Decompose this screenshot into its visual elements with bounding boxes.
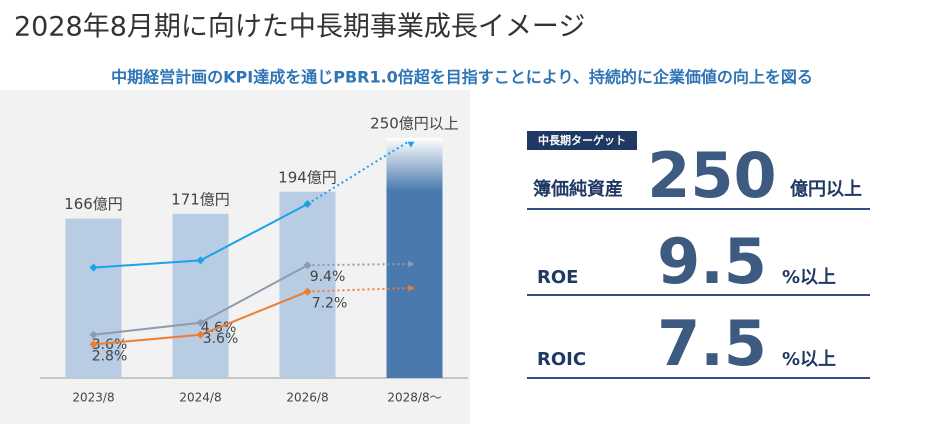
badge-label: 中長期ターゲット bbox=[538, 133, 626, 147]
x-tick-label: 2024/8 bbox=[179, 391, 221, 405]
target-value: 250 bbox=[647, 139, 776, 212]
bar-value-label: 250億円以上 bbox=[370, 115, 459, 133]
target-line bbox=[307, 263, 409, 267]
point bbox=[89, 340, 98, 349]
point-label: 3.6% bbox=[203, 331, 239, 347]
bar bbox=[279, 191, 336, 378]
subtitle: 中期経営計画のKPI達成を通じPBR1.0倍超を目指すことにより、持続的に企業価… bbox=[111, 68, 813, 87]
target-value: 7.5 bbox=[657, 307, 767, 380]
x-tick-label: 2028/8～ bbox=[387, 391, 441, 405]
point-label: 7.2% bbox=[312, 296, 348, 312]
arrow-head bbox=[408, 284, 415, 292]
x-tick-label: 2026/8 bbox=[286, 391, 328, 405]
target-name: 簿価純資産 bbox=[533, 178, 623, 200]
point bbox=[303, 287, 312, 296]
point bbox=[89, 330, 98, 339]
point-label: 2.8% bbox=[92, 348, 128, 364]
point bbox=[196, 256, 205, 265]
point-label: 9.4% bbox=[310, 269, 346, 285]
badge bbox=[527, 131, 637, 150]
x-tick-label: 2023/8 bbox=[72, 391, 114, 405]
point bbox=[303, 200, 312, 208]
point bbox=[89, 263, 98, 272]
target-line bbox=[307, 287, 409, 293]
arrow-head bbox=[408, 260, 415, 268]
point bbox=[196, 330, 205, 339]
target-panel: 中長期ターゲット 簿価純資産 250 億円以上 ROE 9.5 %以上 ROIC… bbox=[527, 131, 870, 380]
point bbox=[303, 261, 312, 270]
target-name: ROE bbox=[537, 267, 578, 288]
bar-value-label: 194億円 bbox=[278, 168, 337, 186]
bar-value-label: 166億円 bbox=[64, 195, 123, 213]
bar-value-label: 171億円 bbox=[171, 190, 230, 208]
bar bbox=[386, 138, 443, 378]
bar bbox=[172, 213, 229, 378]
point-label: 3.6% bbox=[92, 337, 128, 353]
bar bbox=[65, 218, 122, 378]
arrow-head bbox=[407, 141, 415, 148]
point bbox=[196, 318, 205, 327]
target-value: 9.5 bbox=[657, 225, 767, 298]
target-unit: %以上 bbox=[782, 267, 836, 288]
target-unit: %以上 bbox=[782, 349, 836, 370]
target-name: ROIC bbox=[537, 349, 586, 370]
target-unit: 億円以上 bbox=[790, 178, 862, 200]
title: 2028年8月期に向けた中長期事業成長イメージ bbox=[14, 12, 585, 43]
